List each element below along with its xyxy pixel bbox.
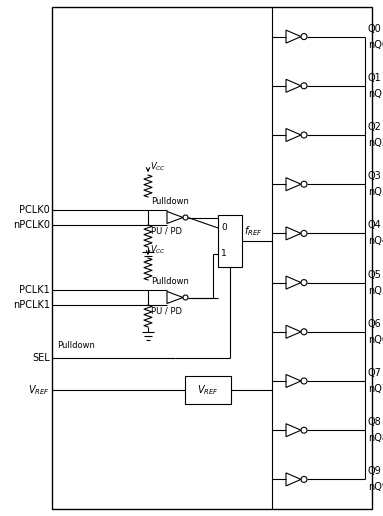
Text: $f_{REF}$: $f_{REF}$: [244, 224, 262, 238]
Text: Q9: Q9: [368, 466, 382, 476]
Text: Q4: Q4: [368, 220, 382, 231]
Text: nQ8: nQ8: [368, 433, 383, 443]
Text: Q1: Q1: [368, 73, 382, 83]
Bar: [218, 215, 242, 267]
Text: PU / PD: PU / PD: [151, 307, 182, 316]
Text: Q8: Q8: [368, 417, 382, 427]
Text: Pulldown: Pulldown: [151, 197, 189, 206]
Text: Pulldown: Pulldown: [151, 277, 189, 286]
Text: PCLK0: PCLK0: [19, 205, 50, 215]
Text: SEL: SEL: [32, 353, 50, 363]
Text: PU / PD: PU / PD: [151, 227, 182, 236]
Text: nQ6: nQ6: [368, 335, 383, 345]
Text: nPCLK1: nPCLK1: [13, 300, 50, 310]
Text: $V_{REF}$: $V_{REF}$: [28, 383, 50, 397]
Text: Q0: Q0: [368, 24, 382, 34]
Text: nQ2: nQ2: [368, 138, 383, 148]
Text: $V_{REF}$: $V_{REF}$: [197, 383, 219, 397]
Text: nQ9: nQ9: [368, 482, 383, 492]
Text: Q3: Q3: [368, 171, 382, 181]
Text: nPCLK0: nPCLK0: [13, 220, 50, 230]
Text: nQ7: nQ7: [368, 384, 383, 394]
Text: Q6: Q6: [368, 319, 382, 329]
Text: $V_{CC}$: $V_{CC}$: [150, 160, 166, 173]
Bar: [52, 7, 372, 509]
Text: PCLK1: PCLK1: [19, 285, 50, 295]
Text: nQ5: nQ5: [368, 285, 383, 296]
Text: nQ1: nQ1: [368, 89, 383, 99]
Text: nQ4: nQ4: [368, 236, 383, 247]
Text: 1: 1: [221, 250, 227, 259]
Text: Q2: Q2: [368, 122, 382, 132]
Text: $V_{CC}$: $V_{CC}$: [150, 244, 166, 256]
Bar: [185, 376, 231, 404]
Text: Q5: Q5: [368, 269, 382, 280]
Text: nQ0: nQ0: [368, 40, 383, 50]
Text: 0: 0: [221, 223, 227, 233]
Text: Pulldown: Pulldown: [57, 341, 95, 350]
Text: Q7: Q7: [368, 368, 382, 378]
Text: nQ3: nQ3: [368, 187, 383, 197]
